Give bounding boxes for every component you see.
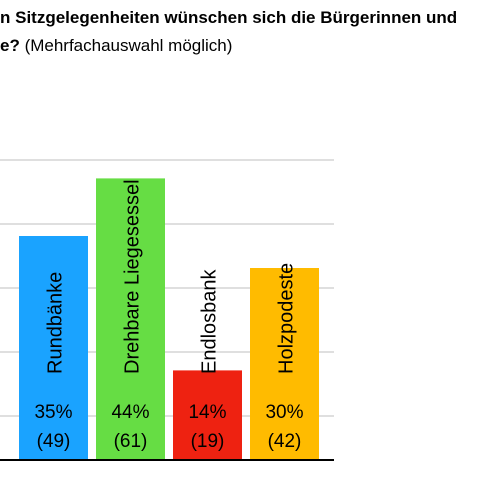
percent-label: 14% bbox=[188, 402, 226, 423]
bar-2 bbox=[96, 178, 165, 460]
category-label: Drehbare Liegesessel bbox=[122, 179, 144, 374]
bars: Rundbänke 35% (49) Drehbare Liegesessel 44% (… bbox=[19, 178, 319, 460]
chart-title-line1: n Sitzgelegenheiten wünschen sich die Bü… bbox=[0, 8, 458, 27]
category-label: Rundbänke bbox=[45, 272, 67, 374]
count-label: (49) bbox=[37, 431, 71, 452]
bar-4 bbox=[250, 268, 319, 460]
percent-label: 35% bbox=[34, 402, 72, 423]
category-label: Endlosbank bbox=[199, 268, 221, 374]
chart-title-line2: e? (Mehrfachauswahl möglich) bbox=[0, 36, 232, 56]
percent-label: 30% bbox=[265, 402, 303, 423]
chart-title-line2-bold: e? bbox=[0, 36, 20, 55]
chart-title-line2-rest: (Mehrfachauswahl möglich) bbox=[19, 36, 233, 55]
count-label: (19) bbox=[191, 431, 225, 452]
category-label: Holzpodeste bbox=[276, 263, 298, 374]
count-label: (61) bbox=[114, 431, 148, 452]
bar-1 bbox=[19, 236, 88, 460]
bar-3 bbox=[173, 370, 242, 460]
count-label: (42) bbox=[268, 431, 302, 452]
chart-title: n Sitzgelegenheiten wünschen sich die Bü… bbox=[0, 0, 500, 60]
percent-label: 44% bbox=[111, 402, 149, 423]
